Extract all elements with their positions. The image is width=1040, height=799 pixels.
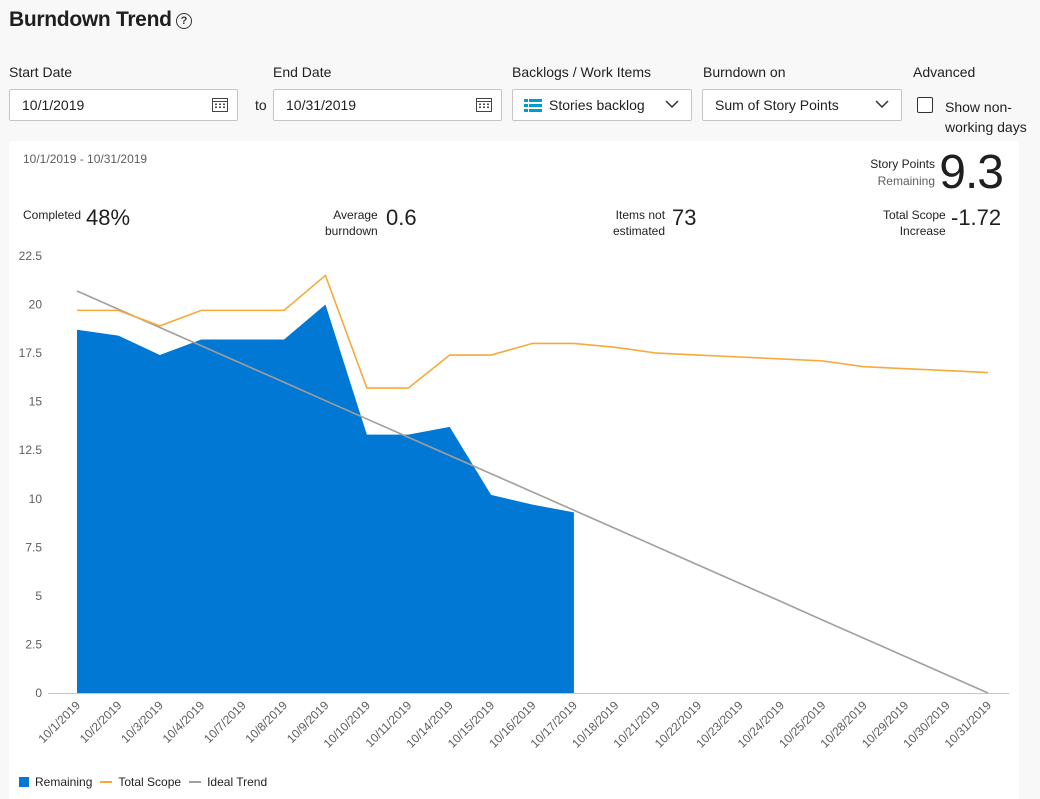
end-date-field[interactable]: 10/31/2019 [273,89,502,121]
burndown-on-label: Burndown on [703,64,786,80]
advanced-label: Advanced [913,64,976,80]
burndown-on-value: Sum of Story Points [715,97,839,113]
legend-item-remaining[interactable]: Remaining [19,775,92,789]
legend-label-total-scope: Total Scope [118,775,182,789]
average-burndown-value: 0.6 [386,205,417,230]
help-icon[interactable]: ? [176,13,192,29]
end-date-label: End Date [273,64,332,80]
y-tick-label: 0 [35,686,42,700]
average-burndown-label: Average burndown [325,207,378,239]
end-date-value: 10/31/2019 [286,97,357,113]
remaining-area [77,304,574,693]
items-not-estimated-label-line2: estimated [613,224,666,238]
x-tick-label: 10/7/2019 [201,698,249,746]
x-tick-label: 10/2/2019 [77,698,125,746]
legend-swatch-remaining [19,777,29,787]
total-scope-line [77,274,989,389]
total-scope-increase-label-line2: Increase [899,224,946,238]
start-date-field[interactable]: 10/1/2019 [9,89,238,121]
y-tick-label: 10 [29,492,43,506]
story-points-label: Story Points Remaining [870,156,935,190]
story-points-label-text: Story Points [870,157,935,171]
legend-label-remaining: Remaining [35,775,93,789]
completed-label: Completed [23,208,82,222]
y-tick-label: 20 [29,298,43,312]
average-burndown-label-line1: Average [333,208,378,222]
ideal-trend-line [76,290,989,694]
backlog-value: Stories backlog [549,97,645,113]
y-tick-label: 2.5 [25,637,42,651]
average-burndown-label-line2: burndown [325,224,378,238]
total-scope-increase-label-line1: Total Scope [883,208,946,222]
backlog-icon [524,99,542,112]
legend-label-ideal-trend: Ideal Trend [207,775,268,789]
y-tick-label: 7.5 [25,540,42,554]
total-scope-increase-label: Total Scope Increase [883,207,946,239]
backlog-label: Backlogs / Work Items [512,64,652,80]
total-scope-increase-value: -1.72 [951,205,1002,230]
items-not-estimated-label: Items not estimated [613,207,665,239]
story-points-value: 9.3 [939,146,1004,199]
chart-legend: Remaining Total Scope Ideal Trend [19,775,275,789]
show-nonworking-days-checkbox[interactable] [917,97,933,113]
y-tick-label: 17.5 [19,346,43,360]
completed-value: 48% [86,205,131,230]
items-not-estimated-label-line1: Items not [615,208,666,222]
legend-item-ideal-trend[interactable]: Ideal Trend [189,775,267,789]
legend-item-total-scope[interactable]: Total Scope [100,775,181,789]
x-tick-label: 10/8/2019 [243,698,291,746]
x-tick-label: 10/3/2019 [118,698,166,746]
backlog-dropdown[interactable]: Stories backlog [512,89,692,121]
chevron-down-icon [665,100,679,109]
start-date-value: 10/1/2019 [22,97,85,113]
legend-swatch-ideal-trend [189,781,202,783]
show-nonworking-days-label[interactable]: Show non-working days [945,99,1027,135]
burndown-on-dropdown[interactable]: Sum of Story Points [702,89,902,121]
items-not-estimated-value: 73 [672,205,697,230]
x-tick-label: 10/1/2019 [35,698,83,746]
start-date-label: Start Date [9,64,73,80]
y-tick-label: 22.5 [19,249,43,263]
date-range-text: 10/1/2019 - 10/31/2019 [23,152,148,166]
y-tick-label: 15 [29,395,43,409]
page-title: Burndown Trend [9,8,172,31]
y-tick-label: 5 [35,589,42,603]
legend-swatch-total-scope [100,781,113,783]
story-points-sublabel: Remaining [877,174,935,188]
x-tick-label: 10/4/2019 [160,698,208,746]
calendar-icon[interactable] [212,97,228,112]
to-label: to [255,97,267,113]
chevron-down-icon [875,100,889,109]
y-tick-label: 12.5 [19,443,43,457]
calendar-icon[interactable] [476,97,492,112]
